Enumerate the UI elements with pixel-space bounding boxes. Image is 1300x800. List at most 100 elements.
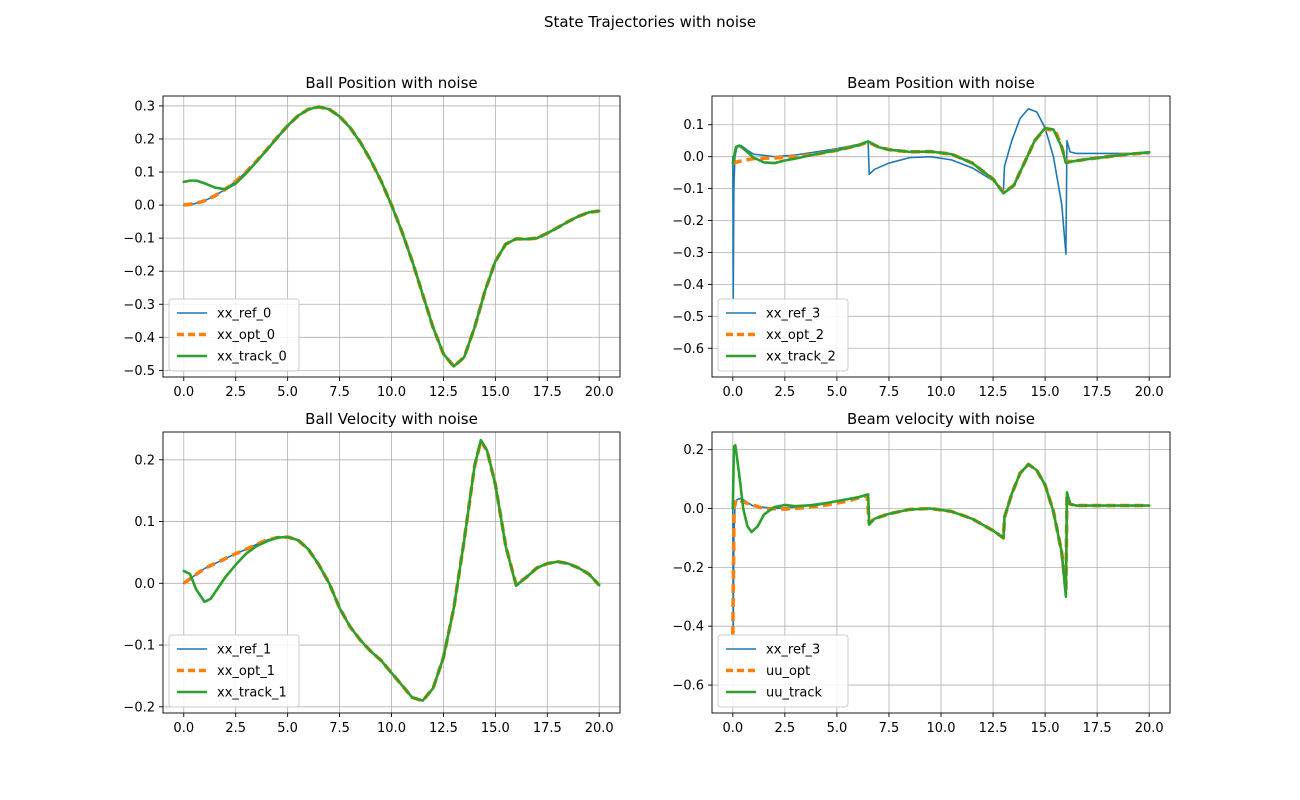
x-tick-label: 7.5 <box>879 721 900 736</box>
x-tick-label: 20.0 <box>1135 721 1164 736</box>
x-tick-label: 20.0 <box>585 385 614 400</box>
subplot-3: 0.0 2.5 5.0 7.5 10.0 12.5 15.0 17.5 20.0 0.2 0.1 0.… <box>123 410 621 736</box>
legend-box <box>717 298 849 372</box>
x-tick-label: 20.0 <box>585 721 614 736</box>
subplot-1: 0.0 2.5 5.0 7.5 10.0 12.5 15.0 17.5 20.0 0.3 0.2 0.… <box>123 74 621 400</box>
legend-box <box>168 298 300 372</box>
y-tick-label: −0.2 <box>123 265 155 280</box>
x-tick-label: 5.0 <box>827 721 848 736</box>
y-tick-label: 0.0 <box>683 150 704 165</box>
x-tick-label: 2.5 <box>225 721 246 736</box>
y-tick-label: 0.0 <box>683 502 704 517</box>
x-tick-label: 7.5 <box>329 721 350 736</box>
x-tick-label: 5.0 <box>827 385 848 400</box>
legend-label: xx_opt_0 <box>217 328 275 343</box>
subplot-title: Beam velocity with noise <box>847 410 1035 428</box>
series-line-xx_track_2 <box>731 126 1151 195</box>
x-tick-label: 15.0 <box>1031 721 1060 736</box>
series-line-uu_track <box>731 443 1151 599</box>
legend-box <box>168 634 300 708</box>
series-line-xx_track_1 <box>182 438 601 702</box>
x-tick-label: 2.5 <box>775 385 796 400</box>
legend-label: uu_opt <box>766 664 810 679</box>
y-tick-label: 0.0 <box>134 199 155 214</box>
y-tick-label: 0.3 <box>134 99 155 114</box>
series-group <box>182 105 601 369</box>
legend-label: xx_opt_2 <box>766 328 824 343</box>
y-tick-label: 0.0 <box>134 577 155 592</box>
x-tick-label: 0.0 <box>722 721 743 736</box>
legend-label: xx_ref_0 <box>217 307 271 322</box>
y-tick-label: −0.4 <box>123 331 155 346</box>
series-line-xx_ref_3 <box>732 107 1150 302</box>
x-tick-label: 10.0 <box>377 721 406 736</box>
legend-label: xx_track_0 <box>217 350 287 365</box>
y-tick-label: −0.5 <box>123 364 155 379</box>
x-tick-label: 5.0 <box>277 721 298 736</box>
subplot-2: 0.0 2.5 5.0 7.5 10.0 12.5 15.0 17.5 20.0 0.1 0.0 −0… <box>672 74 1171 400</box>
y-tick-label: −0.3 <box>123 298 155 313</box>
legend: xx_ref_3 xx_opt_2 xx_track_2 <box>717 298 849 372</box>
legend: xx_ref_1 xx_opt_1 xx_track_1 <box>168 634 300 708</box>
x-tick-label: 0.0 <box>173 385 194 400</box>
y-tick-label: −0.6 <box>672 679 704 694</box>
x-tick-label: 2.5 <box>775 721 796 736</box>
x-tick-label: 15.0 <box>481 385 510 400</box>
x-tick-label: 0.0 <box>722 385 743 400</box>
legend: xx_ref_0 xx_opt_0 xx_track_0 <box>168 298 300 372</box>
legend-label: xx_opt_1 <box>217 664 275 679</box>
y-tick-label: 0.2 <box>134 132 155 147</box>
legend-label: xx_ref_1 <box>217 643 271 658</box>
y-tick-label: −0.6 <box>672 342 704 357</box>
legend-label: xx_ref_3 <box>766 643 820 658</box>
y-tick-label: −0.4 <box>672 620 704 635</box>
legend-label: xx_track_2 <box>766 350 836 365</box>
x-tick-label: 10.0 <box>377 385 406 400</box>
figure-suptitle: State Trajectories with noise <box>544 13 756 31</box>
y-tick-label: 0.1 <box>134 166 155 181</box>
series-group <box>731 443 1151 636</box>
y-tick-label: 0.2 <box>683 443 704 458</box>
series-group <box>731 107 1151 302</box>
x-tick-label: 12.5 <box>429 721 458 736</box>
x-tick-label: 7.5 <box>879 385 900 400</box>
series-line-xx_track_0 <box>182 105 601 368</box>
y-tick-label: −0.2 <box>672 561 704 576</box>
y-tick-label: −0.5 <box>672 310 704 325</box>
x-tick-label: 2.5 <box>225 385 246 400</box>
y-tick-label: −0.2 <box>672 214 704 229</box>
legend-label: xx_track_1 <box>217 686 287 701</box>
x-tick-label: 17.5 <box>533 721 562 736</box>
y-tick-label: −0.1 <box>123 639 155 654</box>
legend-box <box>717 634 849 708</box>
y-tick-label: −0.2 <box>123 700 155 715</box>
x-tick-label: 12.5 <box>429 385 458 400</box>
x-tick-label: 5.0 <box>277 385 298 400</box>
x-tick-label: 15.0 <box>481 721 510 736</box>
y-tick-label: −0.1 <box>123 232 155 247</box>
x-tick-label: 12.5 <box>979 721 1008 736</box>
subplot-title: Beam Position with noise <box>847 74 1035 92</box>
x-tick-label: 15.0 <box>1031 385 1060 400</box>
x-tick-label: 7.5 <box>329 385 350 400</box>
y-tick-label: 0.2 <box>134 453 155 468</box>
subplot-title: Ball Velocity with noise <box>305 410 478 428</box>
subplot-title: Ball Position with noise <box>305 74 477 92</box>
x-tick-label: 20.0 <box>1135 385 1164 400</box>
x-tick-label: 17.5 <box>1083 721 1112 736</box>
y-tick-label: −0.3 <box>672 246 704 261</box>
y-tick-label: −0.1 <box>672 182 704 197</box>
x-tick-label: 10.0 <box>927 721 956 736</box>
legend: xx_ref_3 uu_opt uu_track <box>717 634 849 708</box>
subplots: 0.0 2.5 5.0 7.5 10.0 12.5 15.0 17.5 20.00.30.20.… <box>123 74 1171 736</box>
x-tick-label: 0.0 <box>173 721 194 736</box>
y-tick-label: 0.1 <box>134 515 155 530</box>
subplot-4: 0.0 2.5 5.0 7.5 10.0 12.5 15.0 17.5 20.0 0.2 0.0 −0… <box>672 410 1171 736</box>
series-group <box>182 438 601 703</box>
x-tick-label: 17.5 <box>533 385 562 400</box>
y-tick-label: −0.4 <box>672 278 704 293</box>
x-tick-label: 10.0 <box>927 385 956 400</box>
legend-label: xx_ref_3 <box>766 307 820 322</box>
x-tick-label: 12.5 <box>979 385 1008 400</box>
